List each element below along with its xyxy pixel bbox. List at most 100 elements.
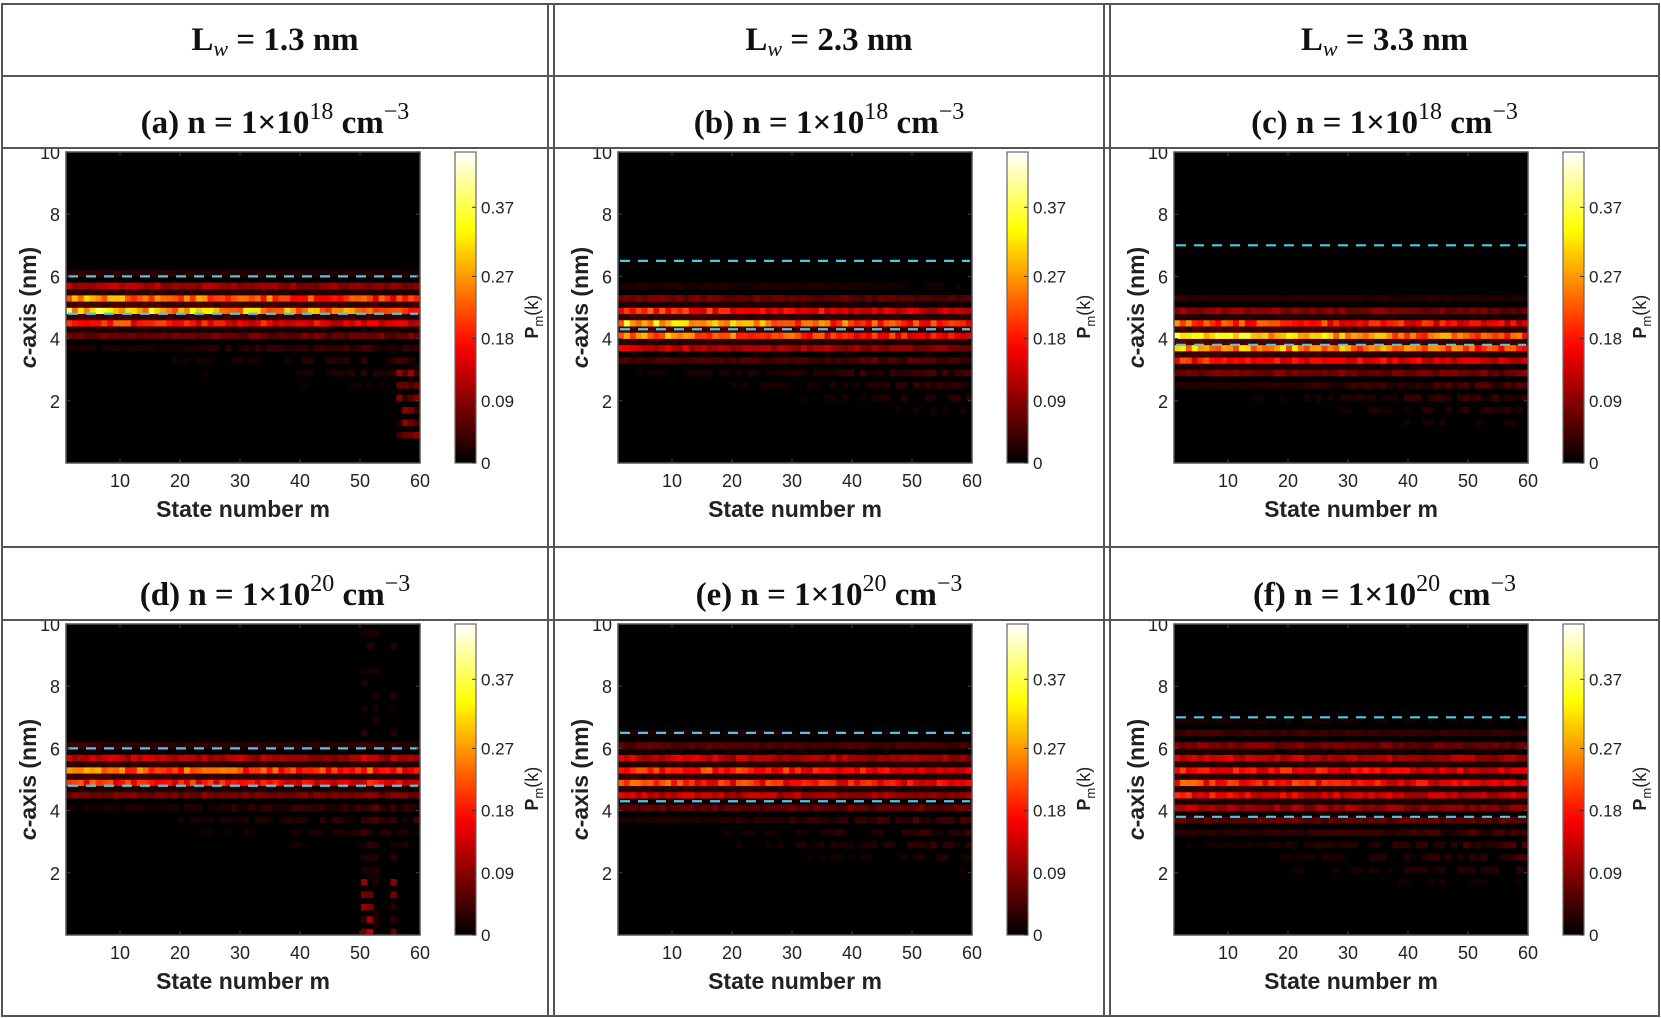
heatmap-cell (718, 313, 725, 321)
heatmap-cell (325, 270, 332, 277)
heatmap-cell (1351, 816, 1358, 824)
heatmap-cell (1244, 767, 1251, 774)
heatmap-cell (1415, 742, 1423, 749)
heatmap-cell (1174, 319, 1181, 327)
heatmap-cell (1250, 810, 1257, 818)
heatmap-cell (343, 773, 350, 780)
heatmap-cell (272, 785, 279, 793)
heatmap-cell (724, 319, 731, 327)
heatmap-cell (682, 338, 690, 346)
heatmap-cell (1351, 791, 1358, 799)
heatmap-cell (107, 785, 114, 793)
heatmap-cell (119, 779, 126, 787)
heatmap-cell (718, 295, 725, 302)
colorbar-label: Pm(k) (522, 767, 546, 811)
heatmap-cell (1498, 307, 1505, 315)
heatmap-cell (1480, 785, 1487, 793)
heatmap-cell (700, 338, 707, 346)
heatmap-cell (1179, 816, 1187, 824)
heatmap-cell (1480, 407, 1487, 414)
heatmap-cell (260, 270, 267, 277)
heatmap-cell (1268, 754, 1275, 762)
heatmap-cell (1498, 382, 1505, 389)
heatmap-cell (865, 382, 872, 389)
heatmap-cell (924, 829, 931, 836)
heatmap-cell (1504, 816, 1511, 824)
heatmap-cell (948, 754, 955, 762)
heatmap-cell (1480, 773, 1487, 780)
heatmap-cell (1215, 332, 1222, 339)
heatmap-cell (166, 785, 173, 793)
heatmap-cell (178, 326, 185, 333)
heatmap-cell (623, 307, 631, 315)
heatmap-cell (677, 295, 684, 302)
heatmap-cell (647, 791, 654, 799)
heatmap-cell (296, 288, 303, 296)
heatmap-cell (154, 779, 161, 787)
heatmap-cell (254, 785, 261, 793)
heatmap-cell (1392, 729, 1399, 737)
heatmap-cell (1498, 729, 1505, 737)
heatmap-cell (747, 338, 754, 346)
heatmap-cell (795, 295, 802, 302)
heatmap-cell (783, 760, 790, 768)
heatmap-cell (331, 816, 338, 824)
heatmap-cell (901, 344, 908, 352)
heatmap-cell (1510, 313, 1517, 321)
heatmap-cell (842, 357, 849, 364)
heatmap-cell (677, 351, 684, 358)
heatmap-cell (1380, 729, 1387, 737)
heatmap-cell (142, 760, 149, 768)
heatmap-cell (1516, 394, 1523, 402)
heatmap-cell (842, 295, 849, 302)
heatmap-cell (1504, 754, 1511, 762)
heatmap-cell (848, 841, 855, 849)
heatmap-cell (1191, 351, 1198, 358)
heatmap-cell (1404, 760, 1411, 768)
heatmap-cell (1286, 742, 1293, 749)
heatmap-cell (1303, 307, 1310, 315)
heatmap-cell (647, 742, 654, 749)
heatmap-cell (1374, 742, 1381, 749)
heatmap-cell (948, 829, 955, 836)
heatmap-cell (1398, 295, 1405, 302)
heatmap-cell (647, 369, 654, 377)
heatmap-cell (231, 288, 238, 296)
heatmap-cell (390, 854, 397, 861)
heatmap-cell (284, 767, 291, 774)
heatmap-cell (1362, 773, 1369, 780)
heatmap-cell (753, 326, 760, 333)
heatmap-cell (136, 791, 143, 799)
heatmap-cell (266, 307, 273, 315)
heatmap-cell (1244, 779, 1251, 787)
heatmap-cell (1457, 363, 1464, 370)
heatmap-cell (736, 338, 743, 346)
heatmap-cell (1457, 742, 1464, 749)
heatmap-cell (384, 301, 391, 308)
heatmap-cell (366, 301, 374, 308)
heatmap-cell (1333, 841, 1340, 849)
heatmap-cell (1280, 754, 1287, 762)
heatmap-cell (930, 407, 937, 414)
heatmap-cell (207, 754, 214, 762)
heatmap-cell (1174, 307, 1181, 315)
heatmap-cell (724, 798, 731, 805)
heatmap-cell (747, 344, 754, 352)
heatmap-cell (1262, 729, 1269, 737)
heatmap-cell (1286, 816, 1293, 824)
heatmap-cell (771, 382, 778, 389)
heatmap-cell (349, 785, 356, 793)
heatmap-cell (71, 307, 79, 315)
heatmap-cell (759, 282, 766, 290)
heatmap-cell (361, 760, 368, 768)
heatmap-cell (1427, 326, 1434, 333)
heatmap-cell (830, 332, 837, 339)
heatmap-cell (724, 785, 731, 793)
heatmap-cell (712, 804, 719, 811)
heatmap-cell (812, 748, 819, 755)
heatmap-cell (806, 816, 813, 824)
heatmap-cell (1392, 307, 1399, 315)
heatmap-cell (1392, 394, 1399, 402)
heatmap-cell (207, 773, 214, 780)
heatmap-cell (107, 270, 114, 277)
